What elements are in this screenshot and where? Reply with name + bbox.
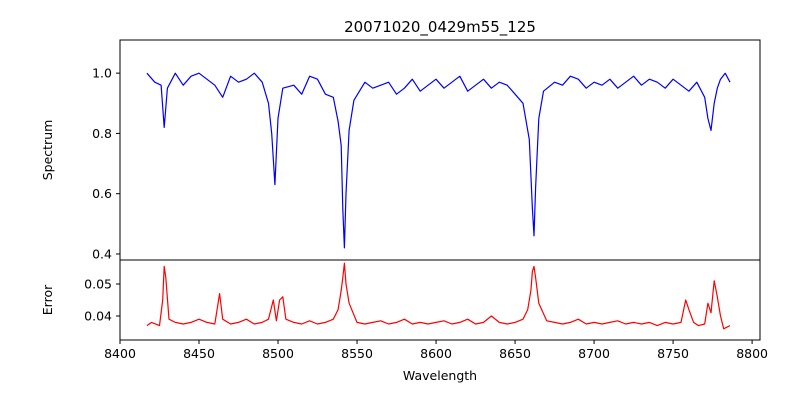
x-tick-label: 8550 [341,346,373,361]
x-axis: 8400 8450 8500 8550 8600 8650 8700 8750 8800 [104,340,768,361]
x-tick-label: 8800 [736,346,768,361]
spectrum-y-tick-label: 1.0 [92,66,112,81]
x-axis-label: Wavelength [403,368,477,383]
error-panel: 0.04 0.05 8400 8450 8500 8550 8600 8650 8700 875… [40,259,768,383]
chart-title: 20071020_0429m55_125 [344,18,536,37]
x-tick-label: 8600 [420,346,452,361]
x-tick-label: 8650 [499,346,531,361]
x-tick-label: 8500 [262,346,294,361]
spectrum-y-axis: 0.4 0.6 0.8 1.0 [92,66,120,261]
spectrum-y-tick-label: 0.4 [92,246,112,261]
x-tick-label: 8450 [183,346,215,361]
error-y-tick-label: 0.04 [84,309,112,324]
spectrum-y-tick-label: 0.6 [92,186,112,201]
error-y-axis: 0.04 0.05 [84,277,120,324]
spectrum-series-line [146,72,731,249]
spectrum-y-label: Spectrum [40,120,55,181]
x-tick-label: 8750 [657,346,689,361]
spectrum-y-tick-label: 0.8 [92,126,112,141]
error-series-line [146,262,731,330]
x-tick-label: 8700 [578,346,610,361]
error-y-label: Error [40,284,55,315]
x-tick-label: 8400 [104,346,136,361]
error-axes-frame [119,259,761,341]
error-y-tick-label: 0.05 [84,277,112,292]
